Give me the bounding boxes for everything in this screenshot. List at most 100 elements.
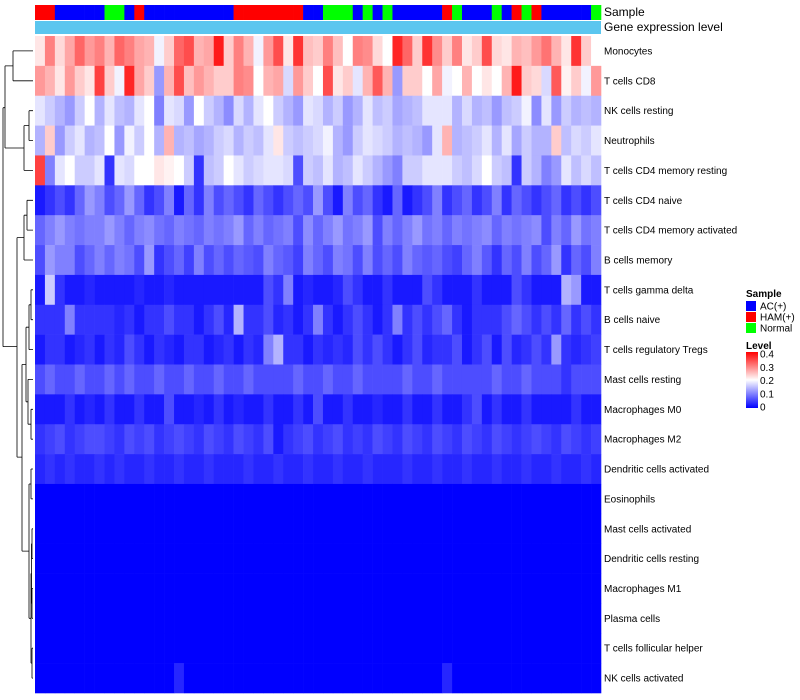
heatmap-cell [253,424,264,455]
sample-annotation-cell [273,5,284,20]
row-label: T cells CD8 [604,76,656,87]
heatmap-cell [491,483,502,515]
heatmap-cell [481,185,493,216]
heatmap-cell [193,573,205,604]
heatmap-cell [501,334,512,365]
heatmap-cell [332,334,344,365]
heatmap-cell [461,125,473,156]
heatmap-cell [402,334,413,365]
heatmap-cell [174,633,185,664]
heatmap-cell [551,155,562,186]
heatmap-cell [183,663,195,694]
heatmap-cell [35,65,46,97]
heatmap-cell [213,125,224,156]
heatmap-cell [561,663,572,694]
heatmap-cell [382,483,393,515]
heatmap-cell [372,274,383,306]
heatmap-cell [571,573,582,604]
heatmap-cell [402,603,413,634]
heatmap-cell [64,424,76,455]
heatmap-cell [74,334,85,365]
heatmap-cell [134,543,145,574]
heatmap-cell [84,663,95,694]
heatmap-cell [422,65,433,97]
heatmap-cell [352,633,363,664]
heatmap-cell [432,394,443,425]
heatmap-cell [422,633,433,664]
sample-annotation-cell [243,5,254,20]
heatmap-cell [313,125,324,156]
heatmap-cell [501,155,512,186]
heatmap-cell [521,513,532,544]
heatmap-cell [233,424,244,455]
heatmap-cell [491,274,502,306]
heatmap-cell [263,245,274,276]
heatmap-cell [531,663,542,694]
heatmap-cell [461,334,473,365]
sample-annotation-cell [104,5,115,20]
heatmap-cell [491,65,502,97]
sample-annotation-cell [581,5,592,20]
heatmap-cell [402,36,413,67]
heatmap-cell [313,454,324,485]
heatmap-cell [44,274,56,306]
heatmap-cell [174,454,185,485]
sample-annotation-cell [442,5,453,20]
heatmap-cell [362,36,373,67]
heatmap-cell [461,513,473,544]
heatmap-cell [303,245,314,276]
heatmap-cell [313,513,324,544]
heatmap-cell [134,394,145,425]
heatmap-cell [561,543,572,574]
heatmap-cell [134,125,145,156]
heatmap-cell [571,454,582,485]
heatmap-cell [134,274,145,306]
heatmap-cell [94,95,105,126]
heatmap-cell [402,663,413,694]
heatmap-cell [551,36,562,67]
heatmap-cell [402,274,413,306]
heatmap-cell [521,334,532,365]
heatmap-cell [313,36,324,67]
sample-annotation-cell [313,5,324,20]
sample-annotation-cell [591,5,602,20]
heatmap-cell [313,483,324,515]
heatmap-cell [571,245,582,276]
heatmap-cell [452,394,463,425]
heatmap-cell [164,364,175,395]
heatmap-cell [64,334,76,365]
heatmap-cell [412,424,423,455]
sample-annotation-cell [183,5,195,20]
heatmap-cell [432,364,443,395]
heatmap-cell [422,663,433,694]
sample-annotation-cell [233,5,244,20]
heatmap-cell [442,483,453,515]
heatmap-cell [392,483,403,515]
heatmap-cell [382,364,393,395]
heatmap-cell [104,65,115,97]
heatmap-cell [84,483,95,515]
heatmap-cell [561,334,572,365]
heatmap-cell [193,274,205,306]
heatmap-cell [94,573,105,604]
sample-annotation-cell [154,5,165,20]
heatmap-cell [442,513,453,544]
heatmap-cell [531,304,542,335]
heatmap-cell [174,245,185,276]
heatmap-cell [94,603,105,634]
heatmap-cell [174,304,185,335]
level-legend-title: Level [746,341,772,352]
heatmap-cell [263,95,274,126]
heatmap-cell [35,185,46,216]
heatmap-cell [382,394,393,425]
heatmap-cell [452,483,463,515]
heatmap-cell [154,633,165,664]
heatmap-cell [392,125,403,156]
heatmap-cell [174,334,185,365]
heatmap-cell [104,603,115,634]
heatmap-cell [461,36,473,67]
heatmap-cell [461,304,473,335]
heatmap-cell [571,334,582,365]
heatmap-cell [84,36,95,67]
heatmap-cell [362,543,373,574]
